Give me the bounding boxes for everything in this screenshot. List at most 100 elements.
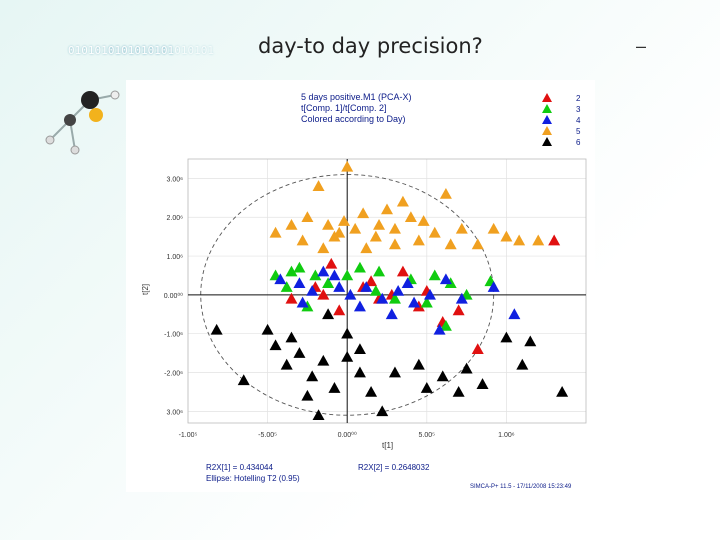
data-point-day-5 — [338, 215, 351, 226]
data-point-day-3 — [280, 281, 293, 292]
data-point-day-3 — [285, 265, 298, 277]
data-point-day-6 — [306, 370, 319, 382]
y-tick-label: 3.00⁶ — [166, 176, 183, 183]
data-point-day-5 — [439, 187, 452, 199]
data-point-day-4 — [433, 323, 446, 335]
tick-labels: -1.00⁵ -5.00⁵ 0.00⁰⁰ 5.00⁵ 1.00⁶ 3.00⁶ 2.00⁶ 1.… — [164, 176, 515, 439]
data-point-day-2 — [365, 275, 378, 287]
data-point-day-5 — [487, 222, 500, 234]
data-point-day-5 — [381, 203, 393, 215]
data-point-day-5 — [360, 242, 373, 254]
data-point-day-4 — [408, 296, 421, 308]
legend-marker-4 — [542, 115, 552, 124]
data-point-day-6 — [269, 339, 282, 351]
x-tick-label: -5.00⁵ — [258, 432, 277, 439]
data-point-day-5 — [369, 230, 382, 242]
x-tick-label: -1.00⁵ — [179, 432, 198, 439]
data-point-day-6 — [301, 389, 314, 401]
binary-decoration: 0101010101010101 — [68, 44, 174, 57]
data-point-day-2 — [452, 304, 465, 316]
data-point-day-4 — [306, 285, 319, 296]
x-tick-label: 1.00⁶ — [498, 432, 515, 439]
data-point-day-5 — [285, 219, 298, 230]
data-point-day-5 — [396, 195, 409, 207]
data-point-day-6 — [460, 362, 473, 374]
data-point-day-4 — [455, 292, 468, 304]
data-point-day-6 — [328, 382, 341, 393]
data-point-day-5 — [341, 160, 354, 172]
data-point-day-6 — [452, 385, 465, 397]
data-point-day-5 — [357, 207, 370, 219]
data-point-day-4 — [360, 281, 373, 292]
data-point-day-5 — [412, 234, 425, 246]
data-point-day-6 — [341, 351, 354, 362]
data-point-day-6 — [476, 378, 489, 389]
data-point-day-4 — [487, 281, 500, 292]
data-point-day-5 — [296, 234, 309, 246]
data-point-day-2 — [333, 304, 346, 316]
slide-dash: – — [636, 36, 647, 56]
data-point-day-6 — [388, 366, 401, 378]
data-point-day-3 — [439, 319, 452, 331]
data-point-day-5 — [500, 230, 513, 242]
footer-r2x2: R2X[2] = 0.2648032 — [358, 463, 430, 472]
y-axis-label: t[2] — [141, 284, 150, 295]
data-point-day-2 — [317, 288, 330, 300]
footer-ellipse: Ellipse: Hotelling T2 (0.95) — [206, 474, 300, 483]
data-point-day-6 — [412, 358, 425, 370]
data-point-day-5 — [317, 242, 330, 254]
data-point-day-2 — [396, 265, 409, 277]
data-point-day-3 — [293, 261, 306, 273]
data-point-day-4 — [401, 277, 414, 289]
data-point-day-3 — [309, 269, 322, 281]
chart-title-line-3: Colored according to Day) — [301, 114, 406, 124]
molecule-icon — [45, 90, 120, 155]
data-point-day-6 — [285, 331, 298, 343]
data-point-day-5 — [333, 226, 346, 238]
data-point-day-2 — [285, 292, 298, 304]
data-point-day-5 — [388, 238, 401, 250]
plot-frame — [187, 158, 587, 424]
data-point-day-6 — [353, 366, 366, 378]
data-point-day-6 — [516, 358, 529, 370]
x-axis-label: t[1] — [382, 441, 393, 450]
legend-marker-2 — [542, 93, 552, 102]
data-point-day-4 — [296, 296, 309, 308]
data-point-day-5 — [404, 211, 417, 223]
legend: 2 3 4 5 6 — [542, 93, 581, 147]
data-point-day-4 — [293, 277, 306, 289]
data-points — [210, 160, 569, 421]
data-point-day-6 — [353, 343, 366, 355]
data-point-day-6 — [261, 323, 274, 335]
data-point-day-4 — [385, 308, 398, 320]
binary-decoration-2: 0101010101010101 — [108, 44, 214, 57]
data-point-day-6 — [500, 331, 513, 343]
chart-title-line-1: 5 days positive.M1 (PCA-X) — [301, 92, 412, 102]
legend-marker-3 — [542, 104, 552, 113]
data-point-day-6 — [524, 335, 537, 347]
scatter-plot-svg: 5 days positive.M1 (PCA-X) t[Comp. 1]/t[… — [141, 92, 587, 490]
data-point-day-3 — [369, 285, 382, 296]
data-point-day-5 — [301, 211, 314, 223]
data-point-day-5 — [373, 219, 386, 230]
data-point-day-3 — [388, 292, 401, 304]
data-point-day-4 — [423, 288, 436, 300]
data-point-day-2 — [325, 257, 338, 269]
scatter-plot: 5 days positive.M1 (PCA-X) t[Comp. 1]/t[… — [126, 80, 595, 492]
data-point-day-5 — [417, 215, 430, 226]
data-point-day-2 — [548, 234, 561, 246]
data-point-day-4 — [353, 300, 366, 312]
data-point-day-4 — [317, 265, 330, 277]
data-point-day-3 — [420, 296, 433, 308]
data-point-day-6 — [436, 370, 449, 382]
data-point-day-5 — [513, 234, 526, 246]
data-point-day-2 — [471, 343, 484, 355]
data-point-day-6 — [365, 385, 378, 397]
y-tick-label: 0.00⁰⁰ — [164, 292, 183, 300]
slide-title: day-to day precision? — [258, 34, 483, 58]
data-point-day-5 — [428, 226, 441, 238]
footer-simca: SIMCA-P+ 11.5 - 17/11/2008 15:23:49 — [470, 484, 572, 490]
data-point-day-4 — [392, 285, 405, 296]
x-tick-label: 0.00⁰⁰ — [338, 431, 357, 439]
data-point-day-5 — [444, 238, 457, 250]
